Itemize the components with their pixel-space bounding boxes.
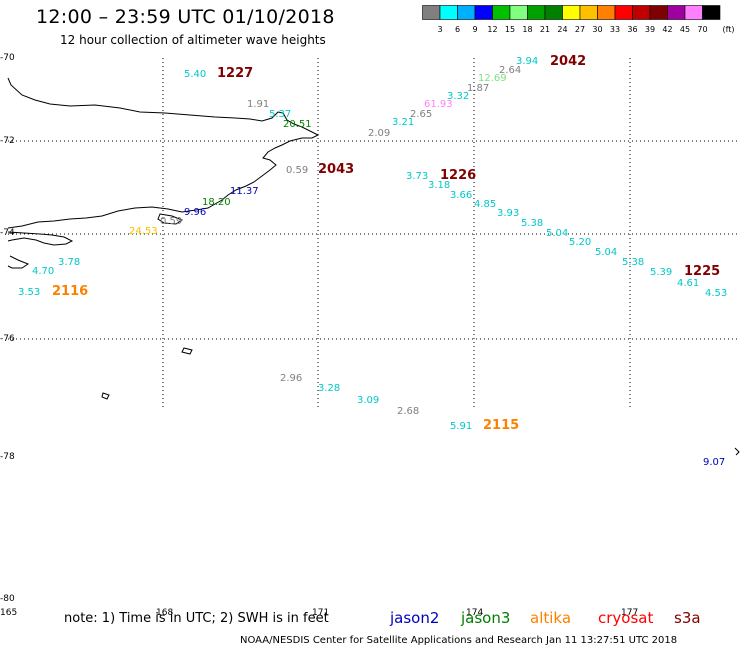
wave-height-label: 2.96 — [280, 373, 302, 384]
footer-note: note: 1) Time is in UTC; 2) SWH is in fe… — [64, 611, 329, 626]
wave-height-label: 3.73 — [406, 171, 428, 182]
colorbar-tick-label: 3 — [437, 25, 442, 34]
wave-height-label: 1.91 — [247, 99, 269, 110]
lat-label-74: -74 — [0, 228, 15, 238]
colorbar-tick-label: 21 — [540, 25, 550, 34]
colorbar-tick-label: 6 — [455, 25, 460, 34]
wave-height-label: 2.65 — [410, 109, 432, 120]
sat-s3a: s3a — [674, 609, 701, 627]
wave-height-label: 2.68 — [397, 406, 419, 417]
pass-time-label: 2116 — [52, 284, 88, 299]
colorbar-tick-label: 24 — [557, 25, 567, 34]
wave-height-label: 3.53 — [18, 287, 40, 298]
wave-height-label: 3.78 — [58, 257, 80, 268]
wave-height-label: 3.21 — [392, 117, 414, 128]
wave-height-label: 5.40 — [184, 69, 206, 80]
colorbar-unit: (ft) — [723, 25, 735, 34]
wave-height-label: 5.04 — [595, 247, 617, 258]
wave-height-label: 2.09 — [368, 128, 390, 139]
wave-height-label: 5.38 — [521, 218, 543, 229]
lat-label-78: -78 — [0, 452, 15, 462]
wave-height-label: 3.18 — [428, 180, 450, 191]
wave-height-label: 61.93 — [424, 99, 453, 110]
wave-height-label: 12.69 — [478, 73, 507, 84]
wave-height-label: 4.70 — [32, 266, 54, 277]
pass-time-label: 1226 — [440, 168, 476, 183]
colorbar-tick-label: 12 — [487, 25, 497, 34]
lon-label-171: 171 — [312, 608, 330, 618]
colorbar-tick-label: 9 — [472, 25, 477, 34]
colorbar-tick-label: 39 — [645, 25, 655, 34]
wave-height-label: 5.20 — [569, 237, 591, 248]
wave-height-label: 0.59 — [286, 165, 308, 176]
wave-height-label: 18.20 — [202, 197, 231, 208]
wave-height-label: 1.87 — [467, 83, 489, 94]
colorbar-tick-label: 33 — [610, 25, 620, 34]
pass-time-label: 1225 — [684, 264, 720, 279]
wave-height-colorbar: 3 6 9 12 15 18 21 24 27 30 33 36 39 42 45 70 (ft) — [422, 5, 735, 34]
lat-label-72: -72 — [0, 136, 15, 146]
wave-height-label: 5.37 — [269, 109, 291, 120]
wave-height-label: 3.32 — [447, 91, 469, 102]
coastline — [7, 77, 740, 456]
wave-height-label: 4.53 — [705, 288, 727, 299]
wave-height-label: 24.53 — [129, 226, 158, 237]
colorbar-tick-label: 18 — [522, 25, 532, 34]
wave-height-label: 20.51 — [283, 119, 312, 130]
wave-height-label: 3.94 — [516, 56, 538, 67]
wave-height-label: 0.59 — [160, 216, 182, 227]
wave-height-label: 2.64 — [499, 65, 521, 76]
lat-label-76: -76 — [0, 334, 15, 344]
wave-height-label: 9.96 — [184, 207, 206, 218]
colorbar-tick-label: 30 — [592, 25, 602, 34]
lat-label-70: -70 — [0, 53, 15, 63]
wave-height-label: 9.07 — [703, 457, 725, 468]
wave-height-label: 5.04 — [546, 228, 568, 239]
pass-time-label: 1227 — [217, 66, 253, 81]
wave-height-label: 5.91 — [450, 421, 472, 432]
lon-label-165: 165 — [0, 608, 18, 618]
lon-label-168: 168 — [156, 608, 174, 618]
pass-time-label: 2042 — [550, 54, 586, 69]
colorbar-tick-label: 70 — [697, 25, 707, 34]
credit-line: NOAA/NESDIS Center for Satellite Applica… — [240, 635, 678, 646]
sat-cryosat: cryosat — [598, 609, 654, 627]
sat-jason2: jason2 — [390, 609, 440, 627]
sat-altika: altika — [530, 609, 572, 627]
colorbar-tick-label: 36 — [627, 25, 637, 34]
lat-label-80: -80 — [0, 594, 15, 604]
wave-height-label: 5.39 — [650, 267, 672, 278]
wave-height-label: 4.85 — [474, 199, 496, 210]
colorbar-tick-label: 27 — [575, 25, 585, 34]
wave-height-label: 3.28 — [318, 383, 340, 394]
wave-height-label: 3.66 — [450, 190, 472, 201]
wave-height-label: 3.93 — [497, 208, 519, 219]
wave-height-label: 11.37 — [230, 186, 259, 197]
colorbar-tick-label: 45 — [680, 25, 690, 34]
sat-jason3: jason3 — [461, 609, 511, 627]
colorbar-swatch — [702, 5, 721, 20]
colorbar-tick-label: 42 — [662, 25, 672, 34]
pass-time-label: 2115 — [483, 418, 519, 433]
lon-label-174: 174 — [466, 608, 484, 618]
colorbar-tick-label: 15 — [505, 25, 515, 34]
wave-height-label: 5.38 — [622, 257, 644, 268]
graticule — [8, 58, 738, 408]
wave-height-label: 3.09 — [357, 395, 379, 406]
page-title: 12:00 – 23:59 UTC 01/10/2018 — [36, 6, 335, 28]
lon-label-177: 177 — [621, 608, 639, 618]
wave-height-label: 4.61 — [677, 278, 699, 289]
altimeter-observations: 5.40 12271.915.3720.512.093.212.6561.933.… — [18, 54, 727, 468]
page-subtitle: 12 hour collection of altimeter wave hei… — [60, 33, 326, 47]
pass-time-label: 2043 — [318, 162, 354, 177]
